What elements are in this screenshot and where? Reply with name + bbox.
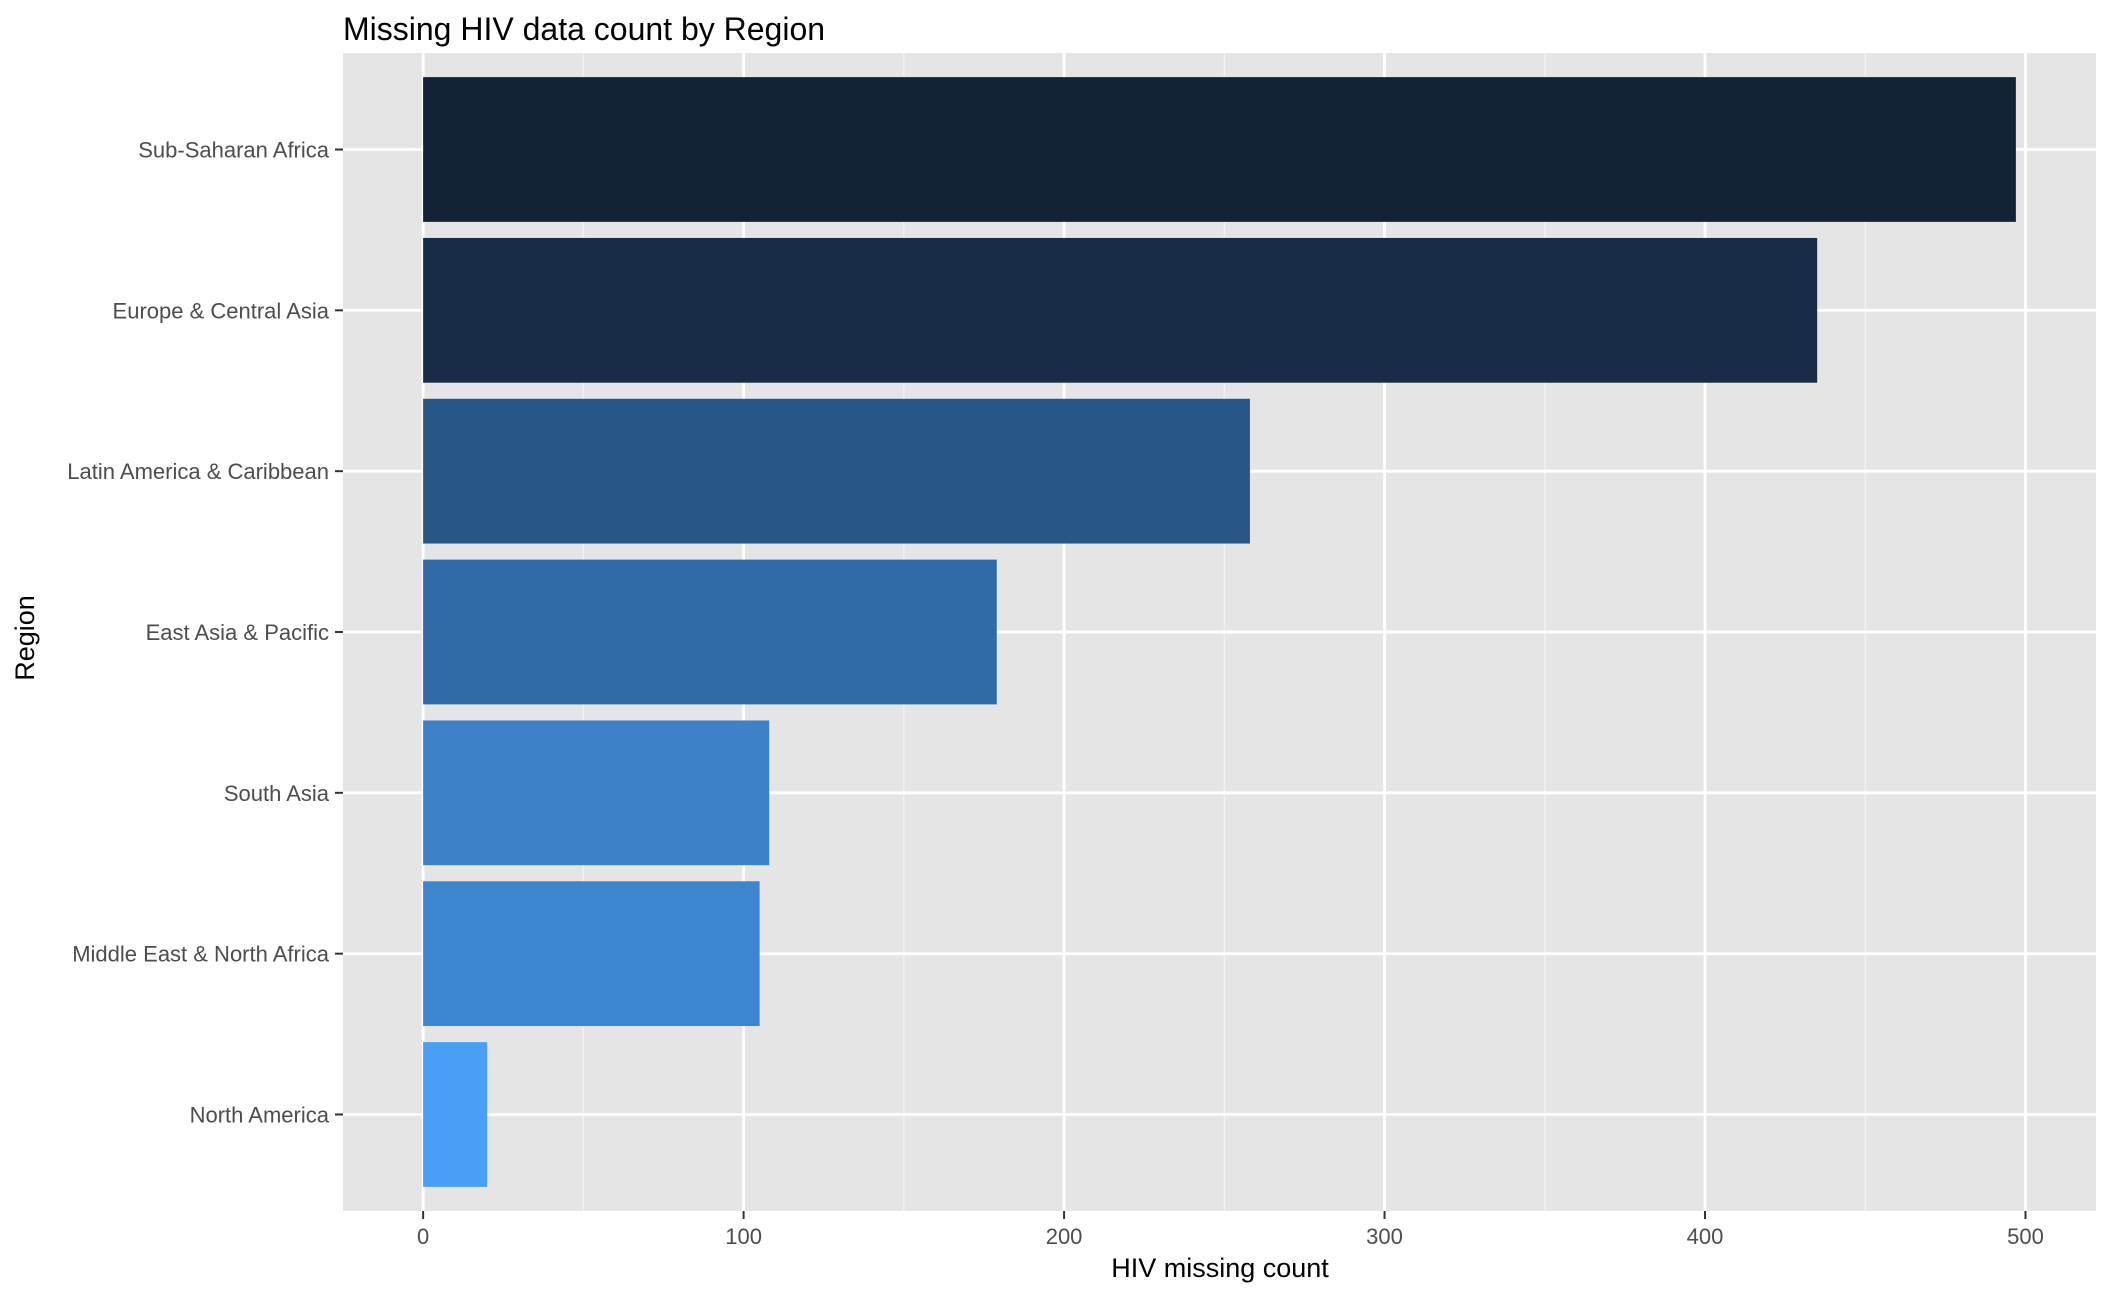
x-tick-label: 0 [417,1224,429,1249]
x-tick-label: 300 [1366,1224,1403,1249]
y-axis: Sub-Saharan Africa Europe & Central Asia L… [67,138,343,1128]
bar-4 [423,720,770,866]
y-tick-label: Europe & Central Asia [113,298,330,323]
y-tick-label: Latin America & Caribbean [67,459,329,484]
bar-2 [423,398,1250,544]
bar-5 [423,881,760,1027]
bar-6 [423,1042,488,1187]
y-axis-title: Region [10,595,40,681]
bars [423,77,2016,1187]
x-tick-label: 100 [725,1224,762,1249]
x-tick-label: 500 [2007,1224,2044,1249]
y-tick-label: Middle East & North Africa [72,942,330,967]
bar-0 [423,77,2016,222]
bar-3 [423,559,997,705]
y-tick-label: North America [190,1103,330,1128]
y-tick-label: South Asia [224,781,330,806]
bar-1 [423,237,1818,383]
chart-title: Missing HIV data count by Region [343,11,825,47]
x-tick-label: 400 [1687,1224,1724,1249]
y-tick-label: East Asia & Pacific [146,620,329,645]
x-tick-label: 200 [1046,1224,1083,1249]
y-tick-label: Sub-Saharan Africa [138,138,330,163]
x-axis: 0 100 200 300 400 500 [417,1211,2044,1249]
x-axis-title: HIV missing count [1111,1253,1329,1283]
